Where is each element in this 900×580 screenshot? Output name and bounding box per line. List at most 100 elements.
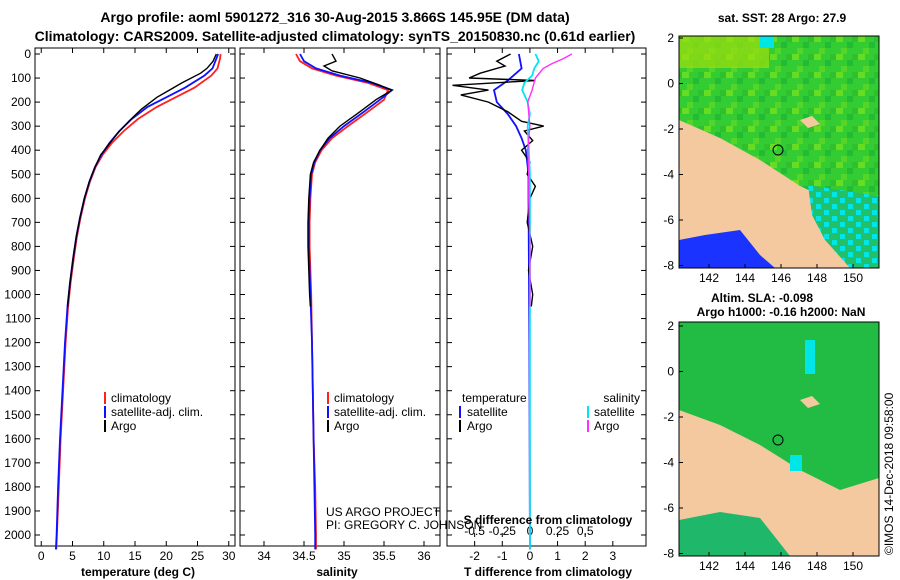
legend-label-t-argo: Argo: [467, 419, 493, 433]
legend-label-satellite: satellite-adj. clim.: [334, 405, 426, 419]
map-sla-frame: [678, 321, 880, 557]
map-sst-argo-location-marker: [772, 144, 784, 156]
s-tick-label: 0.25: [546, 524, 570, 538]
x-tick-label: 15: [128, 549, 142, 563]
x-tick-label: 3: [609, 549, 616, 563]
legend-label-argo: Argo: [334, 419, 360, 433]
y-tick-label: 1500: [4, 408, 31, 422]
y-tick-label: 1300: [4, 360, 31, 374]
x-tick-label: 0: [527, 549, 534, 563]
map-sla-coastal-cyan: [790, 455, 802, 471]
map-sla-island: [800, 396, 820, 408]
map-y-tick-label: -6: [663, 501, 674, 515]
map-sst-warm-patch: [679, 36, 769, 68]
map-sst-title: sat. SST: 28 Argo: 27.9: [718, 11, 847, 25]
x-tick-label: -2: [469, 549, 480, 563]
project-annotation-2: PI: GREGORY C. JOHNSON: [326, 518, 482, 532]
map-sla-argo-location-marker: [772, 434, 784, 446]
map-y-tick-label: -2: [663, 122, 674, 136]
x-tick-label: 35: [337, 549, 351, 563]
y-tick-label: 900: [11, 263, 31, 277]
legend-label-t-satellite: satellite: [467, 405, 508, 419]
legend-label-climatology: climatology: [111, 391, 171, 405]
x-tick-label: 36: [417, 549, 431, 563]
y-tick-label: 0: [24, 47, 31, 61]
x-tick-label: 1: [554, 549, 561, 563]
s-difference-axis-label: S difference from climatology: [464, 513, 633, 527]
x-tick-label: 35.5: [372, 549, 396, 563]
x-tick-label: 5: [69, 549, 76, 563]
temperature-line-argo: [66, 53, 217, 307]
difference-panel: -2 -1 0 1 2 3-0.5 -0.25 0 0.25 0.5: [446, 47, 647, 563]
map-sla-cyan-patch: [805, 340, 815, 374]
x-tick-label: -1: [497, 549, 508, 563]
s-tick-label: 0.5: [577, 524, 594, 538]
y-tick-label: 200: [11, 95, 31, 109]
project-annotation-1: US ARGO PROJECT: [326, 505, 441, 519]
y-tick-label: 1700: [4, 456, 31, 470]
map-x-tick-label: 144: [735, 559, 755, 573]
map-y-tick-label: -2: [663, 410, 674, 424]
map-x-tick-label: 150: [843, 271, 863, 285]
map-sst-cool-water: [679, 230, 775, 268]
map-sst-frame: [678, 35, 880, 269]
salinity-legend: climatology satellite-adj. clim. Argo: [327, 391, 426, 433]
imos-credit: ©IMOS 14-Dec-2018 09:58:00: [882, 392, 896, 555]
map-x-tick-label: 150: [843, 559, 863, 573]
difference-line-t-argo: [452, 53, 544, 307]
s-tick-label: -0.5: [464, 524, 485, 538]
map-sst-island: [800, 116, 820, 128]
difference-legend: temperature satellite Argo salinity sate…: [459, 391, 640, 433]
y-tick-label: 2000: [4, 528, 31, 542]
temperature-legend: climatology satellite-adj. clim. Argo: [104, 391, 203, 433]
legend-label-s-satellite: satellite: [594, 405, 635, 419]
map-sst: [678, 35, 880, 269]
y-tick-label: 600: [11, 191, 31, 205]
map-sla: [678, 321, 880, 557]
x-tick-label: 25: [191, 549, 205, 563]
legend-heading-temperature: temperature: [462, 391, 527, 405]
y-tick-label: 1400: [4, 384, 31, 398]
y-tick-label: 1900: [4, 504, 31, 518]
map-y-tick-label: -4: [663, 168, 674, 182]
map-x-tick-label: 142: [699, 271, 719, 285]
legend-heading-salinity: salinity: [603, 391, 640, 405]
map-x-tick-label: 144: [735, 271, 755, 285]
salinity-line-satellite: [299, 53, 394, 550]
map-x-tick-label: 148: [807, 559, 827, 573]
map-x-tick-label: 146: [771, 559, 791, 573]
map-sla-title-2: Argo h1000: -0.16 h2000: NaN: [697, 305, 866, 319]
x-tick-label: 0: [38, 549, 45, 563]
legend-label-argo: Argo: [111, 419, 137, 433]
x-tick-label: 2: [582, 549, 589, 563]
y-tick-label: 800: [11, 239, 31, 253]
y-tick-label: 700: [11, 215, 31, 229]
y-tick-label: 1600: [4, 432, 31, 446]
map-y-tick-label: -4: [663, 456, 674, 470]
map-x-tick-label: 148: [807, 271, 827, 285]
map-sla-title-1: Altim. SLA: -0.098: [711, 291, 813, 305]
s-tick-label: -0.25: [489, 524, 517, 538]
legend-label-s-argo: Argo: [594, 419, 620, 433]
y-tick-label: 1800: [4, 480, 31, 494]
map-y-tick-label: 2: [667, 31, 674, 45]
salinity-panel: 34 34.5 35 35.5 36: [239, 47, 441, 563]
legend-label-satellite: satellite-adj. clim.: [111, 405, 203, 419]
y-tick-label: 400: [11, 143, 31, 157]
y-tick-label: 1200: [4, 336, 31, 350]
y-tick-label: 500: [11, 167, 31, 181]
map-y-tick-label: 0: [667, 365, 674, 379]
difference-line-s-argo: [526, 53, 573, 307]
map-x-tick-label: 142: [699, 559, 719, 573]
map-y-tick-label: -8: [663, 259, 674, 273]
difference-frame: [446, 47, 647, 547]
x-tick-label: 30: [222, 549, 236, 563]
legend-label-climatology: climatology: [334, 391, 394, 405]
x-tick-label: 10: [97, 549, 111, 563]
map-y-tick-label: 2: [667, 319, 674, 333]
salinity-line-argo: [307, 53, 394, 307]
x-tick-label: 34: [257, 549, 271, 563]
map-sst-cyan-patch: [760, 36, 774, 48]
x-tick-label: 34.5: [292, 549, 316, 563]
